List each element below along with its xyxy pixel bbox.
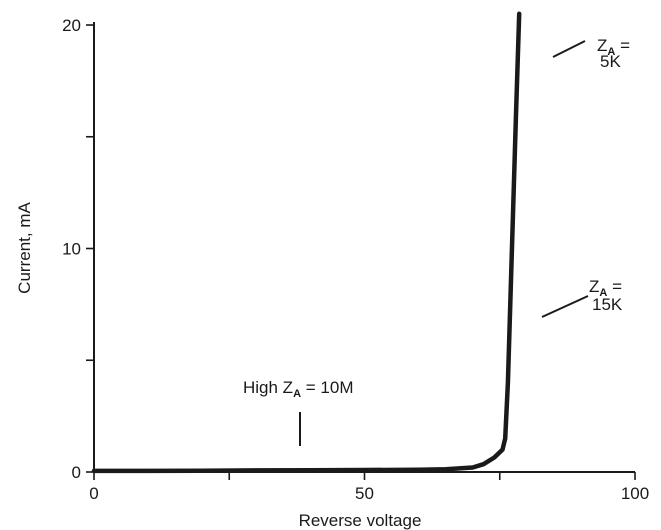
x-axis-title: Reverse voltage [299,511,422,530]
axes [93,22,635,473]
series-line [91,11,522,474]
y-tick-label: 20 [62,16,81,35]
curve-layer [91,11,522,474]
annotation-pointer [541,295,589,318]
annotation-za-5k: ZA = [597,36,630,58]
y-tick-label: 10 [62,240,81,259]
x-tick-label: 0 [89,484,98,503]
ticks [86,24,636,480]
annotation-za-15k-value: 15K [592,295,623,314]
annotation-za-5k-value: 5K [600,52,621,71]
y-tick-label: 0 [72,463,81,482]
x-tick-label: 100 [621,484,649,503]
tick-labels: 0 50 100 0 10 20 [62,16,649,503]
y-axis-title: Current, mA [15,202,34,294]
annotation-za-15k: ZA = [589,277,622,299]
annotation-pointer [552,40,586,58]
annotation-high-za: High ZA = 10M [243,378,353,400]
x-tick-label: 50 [355,484,374,503]
